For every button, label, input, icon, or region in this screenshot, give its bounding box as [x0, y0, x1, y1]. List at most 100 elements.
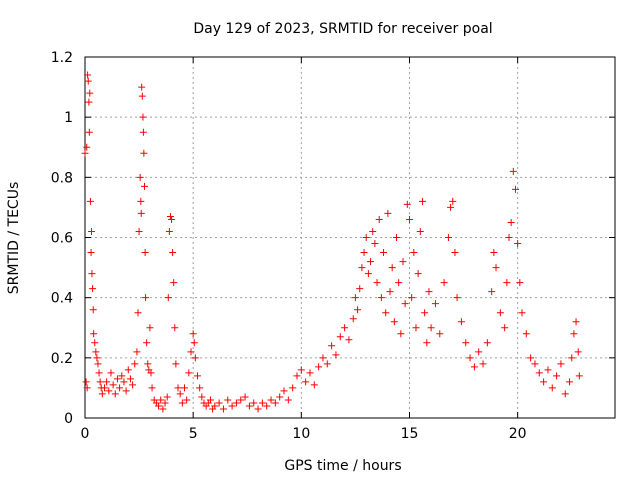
- data-point: [88, 270, 96, 278]
- data-point: [96, 378, 104, 386]
- data-point: [90, 330, 98, 338]
- data-point: [116, 384, 124, 392]
- data-point: [159, 405, 167, 413]
- data-point: [386, 288, 394, 296]
- y-axis-label: SRMTID / TECUs: [6, 182, 22, 295]
- y-tick-label: 0.8: [51, 170, 73, 186]
- data-point: [276, 393, 284, 401]
- y-tick-label: 1: [64, 110, 73, 126]
- data-point: [107, 369, 115, 377]
- data-point: [83, 384, 91, 392]
- data-point: [364, 270, 372, 278]
- data-point: [137, 197, 145, 205]
- data-point: [397, 330, 405, 338]
- y-tick-label: 0.6: [51, 231, 73, 247]
- data-point: [118, 372, 126, 380]
- data-point: [557, 360, 565, 368]
- data-point: [356, 285, 364, 293]
- data-point: [178, 399, 186, 407]
- data-point: [522, 330, 530, 338]
- data-point: [193, 372, 201, 380]
- data-point: [87, 249, 95, 257]
- data-point: [566, 378, 574, 386]
- data-point: [144, 360, 152, 368]
- data-point: [161, 399, 169, 407]
- data-point: [89, 285, 97, 293]
- data-point: [466, 354, 474, 362]
- data-point: [124, 366, 132, 374]
- data-point: [444, 234, 452, 241]
- data-point: [136, 173, 144, 181]
- data-point: [451, 249, 459, 257]
- data-point: [146, 324, 154, 332]
- data-point: [187, 348, 195, 356]
- data-point: [228, 402, 236, 410]
- data-point: [92, 348, 100, 356]
- data-point: [382, 309, 390, 317]
- data-point: [98, 390, 106, 398]
- data-point: [147, 369, 155, 377]
- data-point: [572, 318, 580, 326]
- data-point: [345, 336, 353, 344]
- x-tick-label: 15: [401, 426, 419, 442]
- data-point: [168, 215, 176, 223]
- data-point: [388, 264, 396, 272]
- data-point: [267, 396, 275, 404]
- data-point: [172, 360, 180, 368]
- data-point: [492, 264, 500, 272]
- data-point: [405, 215, 413, 223]
- data-point: [410, 249, 418, 257]
- data-point: [258, 399, 266, 407]
- data-point: [310, 381, 318, 389]
- data-point: [84, 77, 92, 85]
- data-point: [254, 405, 262, 413]
- data-point: [362, 234, 370, 241]
- data-point: [414, 270, 422, 278]
- data-point: [401, 300, 409, 308]
- data-point: [323, 360, 331, 368]
- data-point: [82, 378, 90, 386]
- data-point: [84, 71, 92, 79]
- data-point: [133, 348, 141, 356]
- data-point: [89, 306, 97, 314]
- data-point: [139, 113, 147, 121]
- data-point: [315, 363, 323, 371]
- y-tick-label: 0.4: [51, 291, 73, 307]
- data-point: [540, 378, 548, 386]
- data-point: [483, 339, 491, 347]
- data-point: [140, 149, 148, 157]
- y-tick-label: 1.2: [51, 50, 73, 66]
- data-point: [470, 363, 478, 371]
- data-point: [135, 227, 143, 235]
- data-point: [198, 393, 206, 401]
- data-point: [462, 339, 470, 347]
- data-point: [131, 360, 139, 368]
- data-point: [393, 234, 401, 241]
- data-point: [224, 396, 232, 404]
- data-point: [447, 203, 455, 211]
- data-point: [358, 264, 366, 272]
- data-point: [505, 234, 513, 241]
- data-point: [81, 149, 89, 157]
- data-point: [164, 294, 172, 302]
- data-point: [284, 396, 292, 404]
- data-point: [245, 402, 253, 410]
- data-point: [169, 249, 177, 257]
- data-point: [436, 330, 444, 338]
- y-tick-label: 0.2: [51, 351, 73, 367]
- data-point: [232, 399, 240, 407]
- data-point: [211, 402, 219, 410]
- data-point: [377, 294, 385, 302]
- data-point: [507, 218, 515, 226]
- data-point: [501, 324, 509, 332]
- data-points: [81, 71, 583, 413]
- data-point: [183, 396, 191, 404]
- data-point: [349, 315, 357, 323]
- data-point: [527, 354, 535, 362]
- data-point: [113, 375, 121, 383]
- data-point: [380, 249, 388, 257]
- data-point: [548, 384, 556, 392]
- data-point: [250, 399, 258, 407]
- data-point: [105, 387, 113, 395]
